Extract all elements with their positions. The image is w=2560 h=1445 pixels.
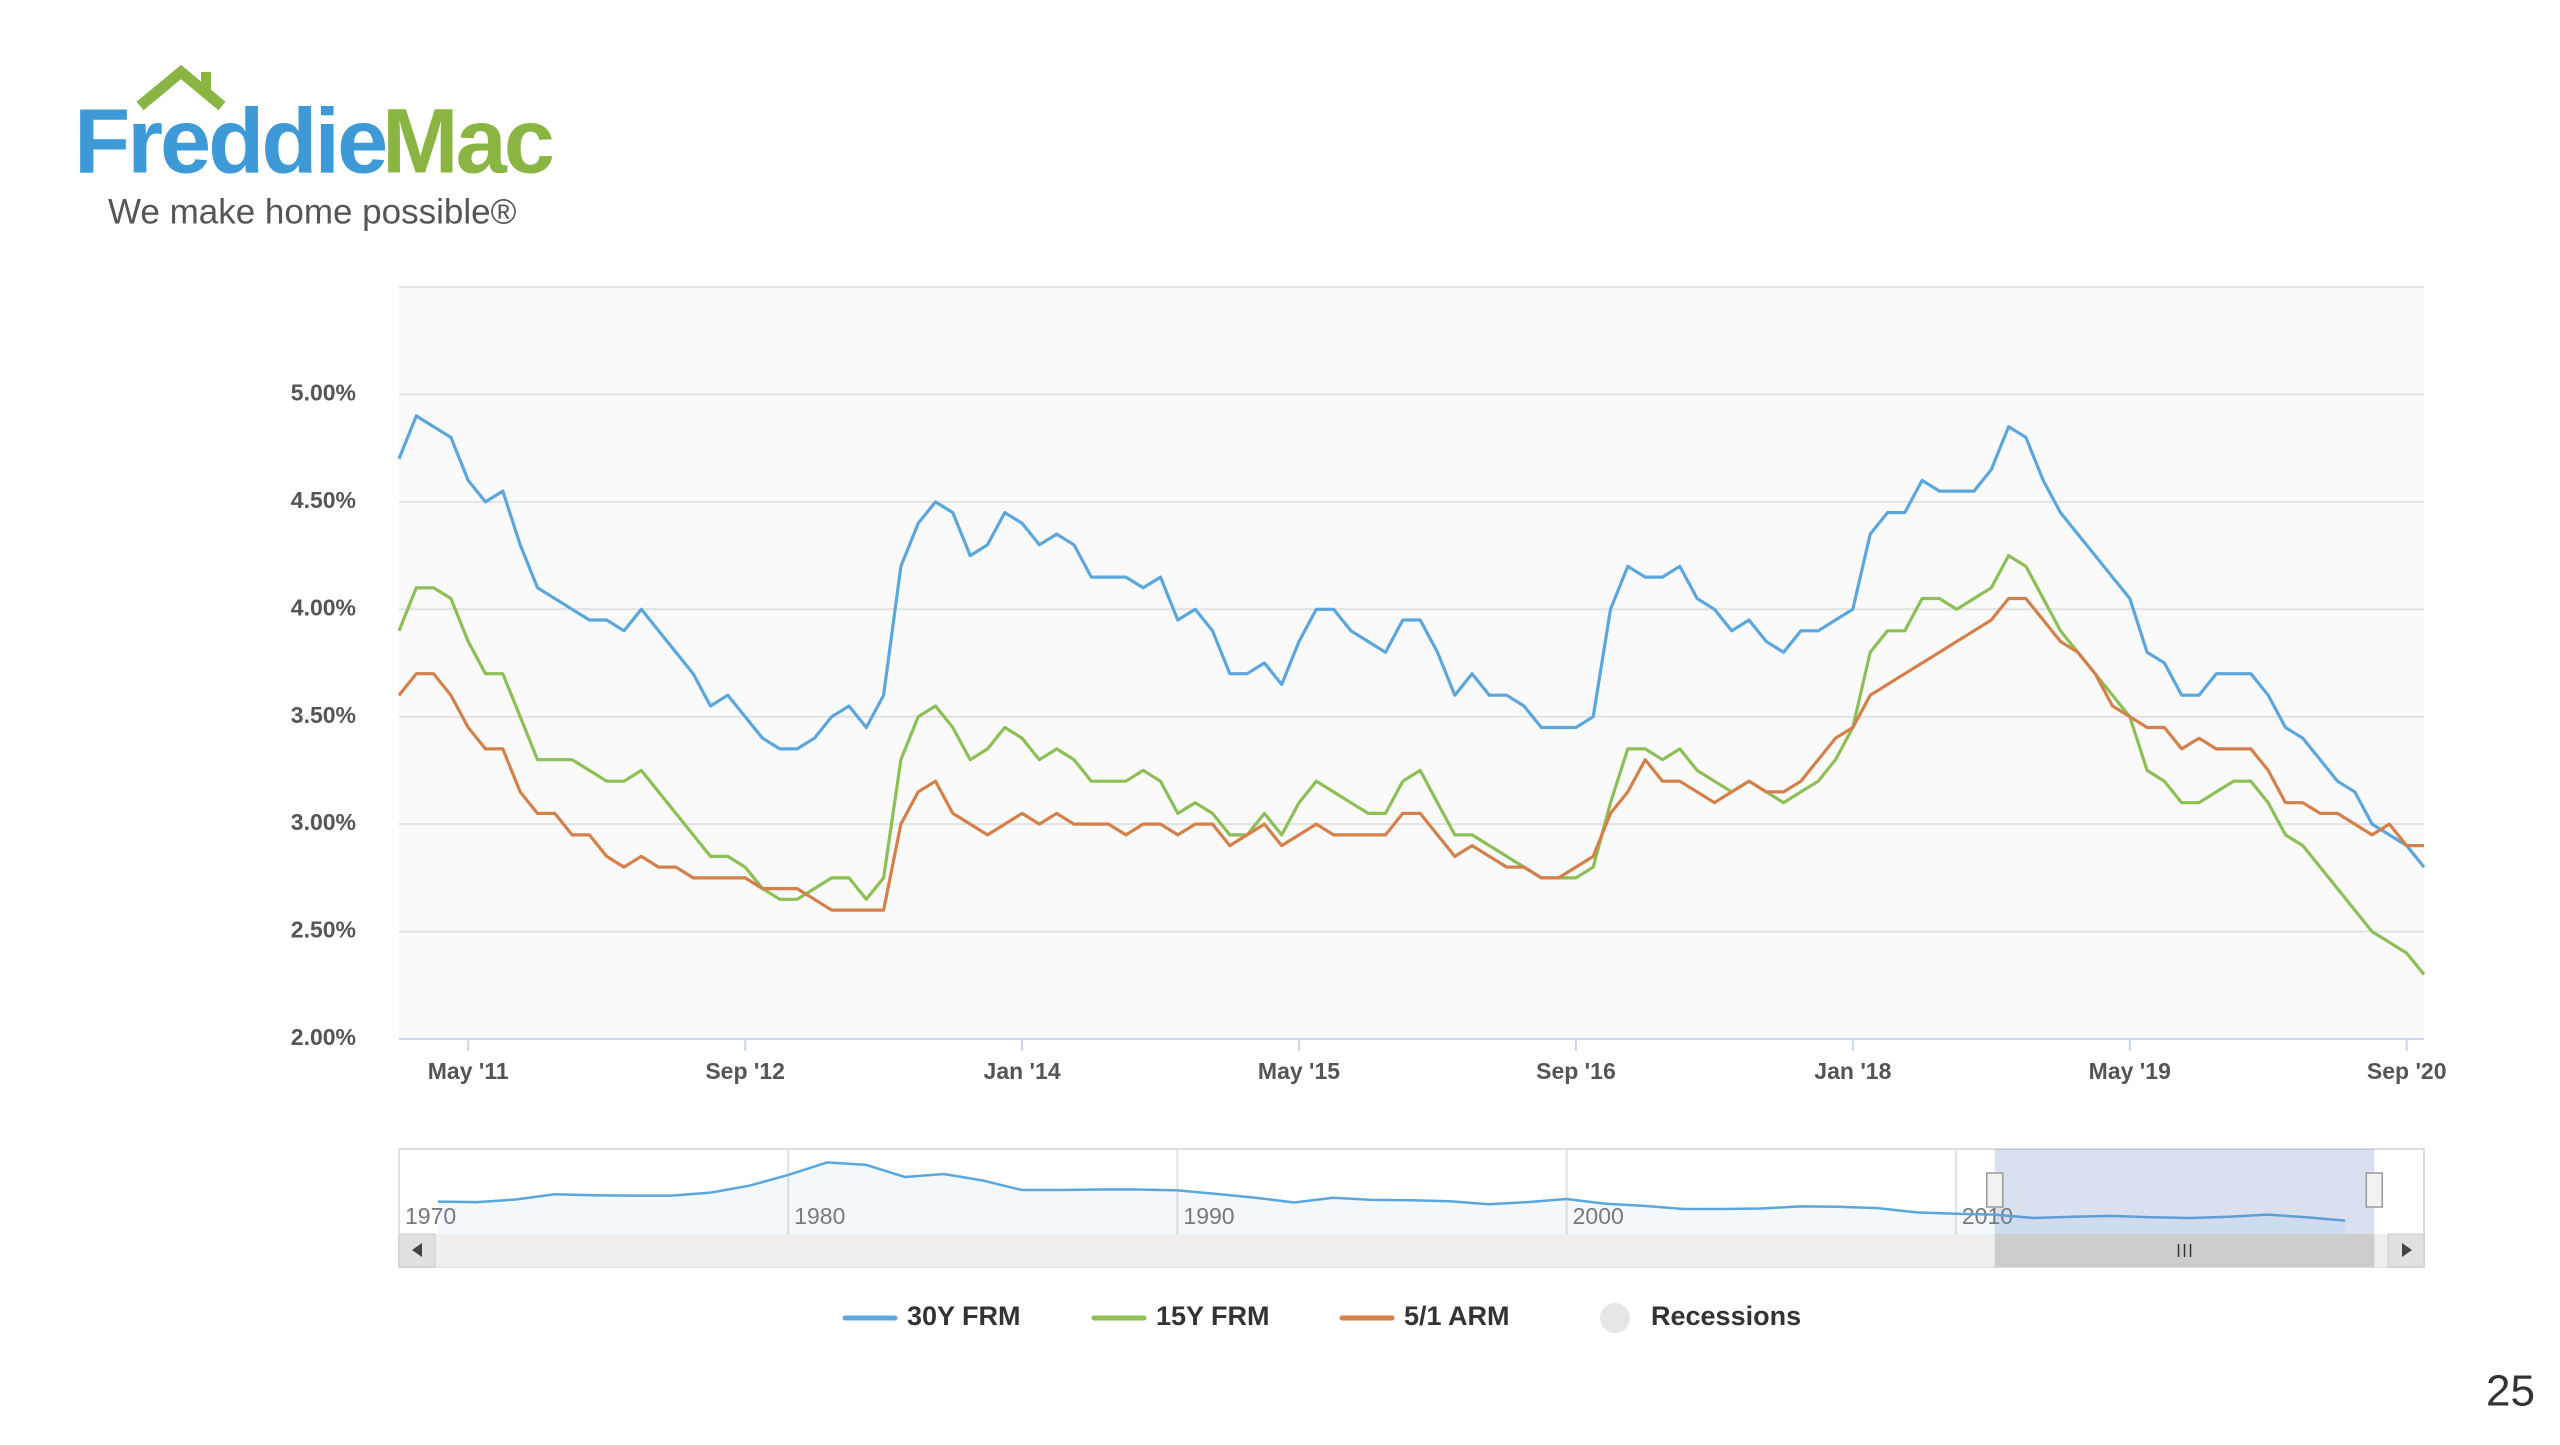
navigator-selection bbox=[1994, 1149, 2375, 1234]
navigator-tick-label: 1970 bbox=[405, 1203, 456, 1229]
x-tick-label: Sep '20 bbox=[2367, 1058, 2447, 1084]
y-tick-label: 5.00% bbox=[291, 380, 356, 406]
series-line bbox=[397, 596, 2424, 912]
navigator-line bbox=[437, 1161, 2346, 1222]
series-line bbox=[397, 414, 2426, 869]
y-tick-label: 2.50% bbox=[291, 917, 356, 943]
logo-roof bbox=[136, 64, 226, 111]
x-tick-label: May '11 bbox=[428, 1058, 509, 1084]
navigator-tick-label: 1990 bbox=[1183, 1203, 1234, 1229]
legend-label: 5/1 ARM bbox=[1404, 1301, 1510, 1331]
x-tick-label: May '15 bbox=[1258, 1058, 1340, 1084]
scrollbar-left-arrow bbox=[412, 1243, 422, 1257]
brand-first: Freddie bbox=[74, 90, 386, 192]
x-tick-label: Jan '14 bbox=[984, 1058, 1061, 1084]
logo-chimney bbox=[201, 72, 211, 90]
x-tick-label: Sep '16 bbox=[1536, 1058, 1616, 1084]
y-tick-label: 2.00% bbox=[291, 1024, 356, 1050]
navigator-handle[interactable] bbox=[1986, 1172, 2004, 1208]
y-tick-label: 3.00% bbox=[291, 809, 356, 835]
x-tick-label: May '19 bbox=[2089, 1058, 2171, 1084]
brand-second: Mac bbox=[382, 90, 553, 192]
navigator-area bbox=[437, 1162, 2346, 1234]
legend-label: Recessions bbox=[1651, 1301, 1801, 1331]
legend-swatch bbox=[1600, 1303, 1630, 1333]
logo: Freddie Mac We make home possible® bbox=[74, 64, 556, 231]
scrollbar-right-arrow bbox=[2402, 1243, 2412, 1257]
scrollbar-left-button[interactable] bbox=[398, 1233, 436, 1268]
plot-background bbox=[399, 287, 2424, 1039]
tagline: We make home possible® bbox=[108, 192, 517, 231]
legend-label: 15Y FRM bbox=[1156, 1301, 1270, 1331]
navigator-tick-label: 1980 bbox=[794, 1203, 845, 1229]
y-tick-label: 4.50% bbox=[291, 487, 356, 513]
navigator-handle[interactable] bbox=[2365, 1172, 2384, 1208]
y-tick-label: 3.50% bbox=[291, 702, 356, 728]
navigator-tick-label: 2000 bbox=[1573, 1203, 1624, 1229]
y-tick-label: 4.00% bbox=[291, 594, 356, 620]
x-tick-label: Jan '18 bbox=[1814, 1058, 1891, 1084]
legend-label: 30Y FRM bbox=[907, 1301, 1021, 1331]
x-tick-label: Sep '12 bbox=[705, 1058, 785, 1084]
page-number: 25 bbox=[2486, 1367, 2535, 1416]
